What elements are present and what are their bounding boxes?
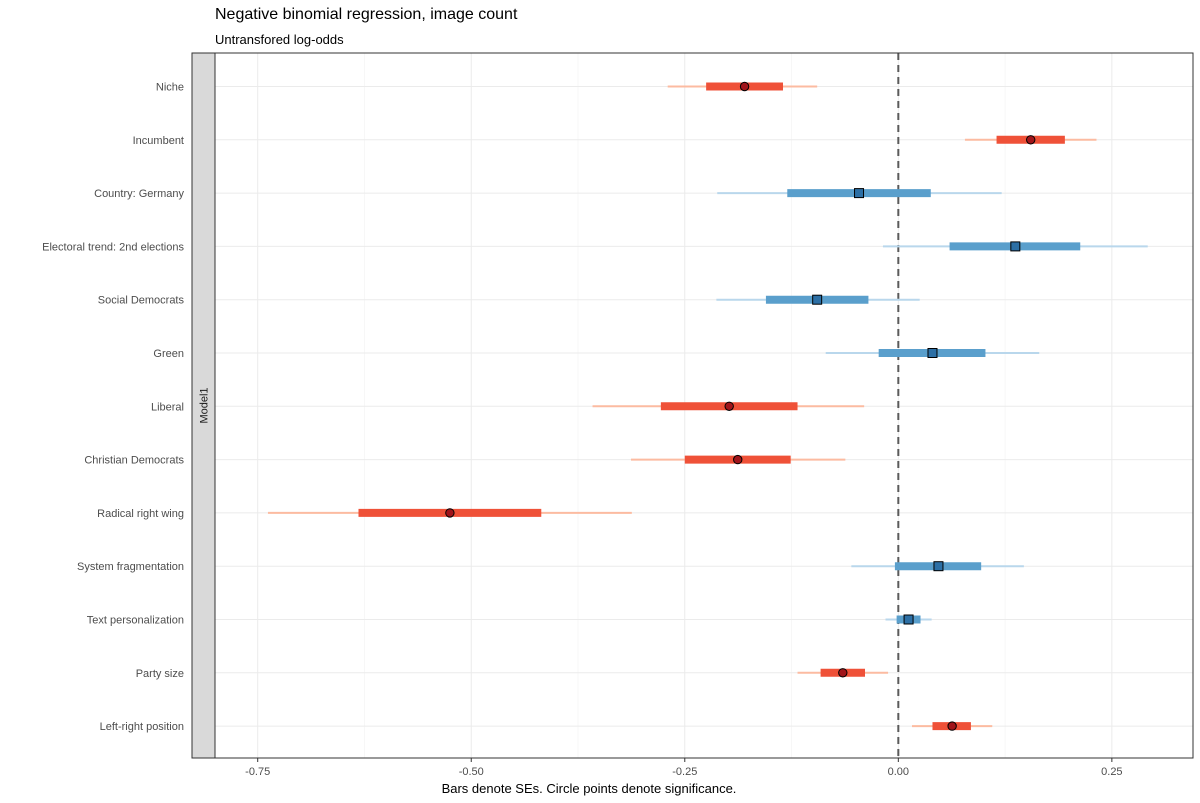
y-tick-labels: Niche Incumbent Country: Germany Electoral … [42,82,184,734]
y-tick-label: System fragmentation [77,561,184,573]
x-tick-label: -0.25 [672,766,697,778]
x-axis-ticks: -0.75 -0.50 -0.25 0.00 0.25 [245,758,1123,778]
estimate-point [1010,241,1021,252]
x-tick-label: -0.75 [245,766,270,778]
y-tick-label: Radical right wing [97,508,184,520]
y-tick-label: Liberal [151,401,184,413]
y-tick-label: Social Democrats [98,295,185,307]
y-tick-label: Christian Democrats [84,455,184,467]
y-tick-label: Incumbent [133,135,184,147]
grid-layer [215,53,1193,758]
y-tick-label: Left-right position [100,721,184,733]
estimate-point [927,348,938,358]
estimate-point [903,614,914,625]
x-axis-title: Bars denote SEs. Circle points denote si… [442,781,737,796]
x-tick-label: -0.50 [459,766,484,778]
facet-strip [191,52,216,759]
points-layer [445,81,1036,731]
y-tick-label: Text personalization [87,615,184,627]
estimate-point [947,721,957,731]
y-tick-label: Party size [136,668,184,680]
chart-subtitle: Untransfored log-odds [215,32,344,47]
estimate-point [733,454,743,465]
x-tick-label: 0.25 [1101,766,1122,778]
estimate-point [1026,135,1036,145]
facet-strip-label: Model1 [199,387,211,423]
y-tick-label: Country: Germany [94,188,184,200]
estimate-point [933,561,944,572]
estimate-point [445,508,455,518]
y-tick-label: Electoral trend: 2nd elections [42,241,184,253]
estimate-point [854,188,865,199]
y-tick-label: Green [153,348,184,360]
y-tick-label: Niche [156,82,184,94]
estimate-point [724,401,734,411]
chart-title: Negative binomial regression, image coun… [215,6,518,23]
estimate-point [838,668,848,678]
estimate-point [739,81,750,92]
x-tick-label: 0.00 [888,766,909,778]
estimate-point [812,294,823,305]
